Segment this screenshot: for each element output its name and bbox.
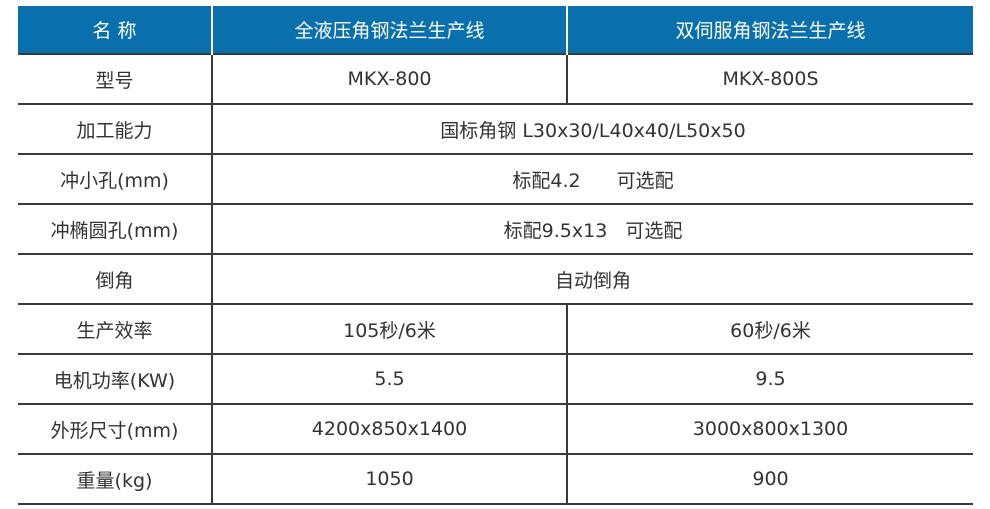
cell-value: 3000x800x1300 <box>566 403 973 454</box>
row-label: 冲椭圆孔(mm) <box>18 203 212 254</box>
optional-text: 可选配 <box>625 219 683 242</box>
cell-value: 国标角钢 L30x30/L40x40/L50x50 <box>211 103 973 154</box>
row-label: 生产效率 <box>18 303 212 354</box>
cell-value: 9.5 <box>566 353 973 404</box>
table-row: 型号 MKX-800 MKX-800S <box>18 53 973 104</box>
row-label: 冲小孔(mm) <box>18 153 212 204</box>
cell-value: 1050 <box>211 453 567 505</box>
header-col1: 全液压角钢法兰生产线 <box>211 6 567 54</box>
cell-value: MKX-800 <box>211 53 567 104</box>
standard-text: 标配4.2 <box>512 169 581 192</box>
cell-value: MKX-800S <box>566 53 973 104</box>
cell-value: 4200x850x1400 <box>211 403 567 454</box>
cell-value: 5.5 <box>211 353 567 404</box>
row-label: 型号 <box>18 53 212 104</box>
table-row: 加工能力 国标角钢 L30x30/L40x40/L50x50 <box>18 103 973 154</box>
cell-value: 标配4.2 可选配 <box>211 153 973 204</box>
optional-text: 可选配 <box>616 169 674 192</box>
cell-value: 900 <box>566 453 973 505</box>
header-col2: 双伺服角钢法兰生产线 <box>566 6 973 54</box>
row-label: 倒角 <box>18 253 212 304</box>
table-row: 冲椭圆孔(mm) 标配9.5x13 可选配 <box>18 203 973 254</box>
spec-table: 名 称 全液压角钢法兰生产线 双伺服角钢法兰生产线 型号 MKX-800 MKX… <box>18 6 973 505</box>
table-row: 冲小孔(mm) 标配4.2 可选配 <box>18 153 973 204</box>
header-name: 名 称 <box>18 6 212 54</box>
row-label: 外形尺寸(mm) <box>18 403 212 454</box>
row-label: 加工能力 <box>18 103 212 154</box>
table-row: 生产效率 105秒/6米 60秒/6米 <box>18 303 973 354</box>
row-label: 电机功率(KW) <box>18 353 212 404</box>
cell-value: 105秒/6米 <box>211 303 567 354</box>
table-row: 倒角 自动倒角 <box>18 253 973 304</box>
table-row: 外形尺寸(mm) 4200x850x1400 3000x800x1300 <box>18 403 973 454</box>
row-label: 重量(kg) <box>18 453 212 505</box>
cell-value: 自动倒角 <box>211 253 973 304</box>
table-row: 电机功率(KW) 5.5 9.5 <box>18 353 973 404</box>
header-row: 名 称 全液压角钢法兰生产线 双伺服角钢法兰生产线 <box>18 6 973 54</box>
cell-value: 60秒/6米 <box>566 303 973 354</box>
table-row: 重量(kg) 1050 900 <box>18 453 973 505</box>
standard-text: 标配9.5x13 <box>503 219 608 242</box>
cell-value: 标配9.5x13 可选配 <box>211 203 973 254</box>
